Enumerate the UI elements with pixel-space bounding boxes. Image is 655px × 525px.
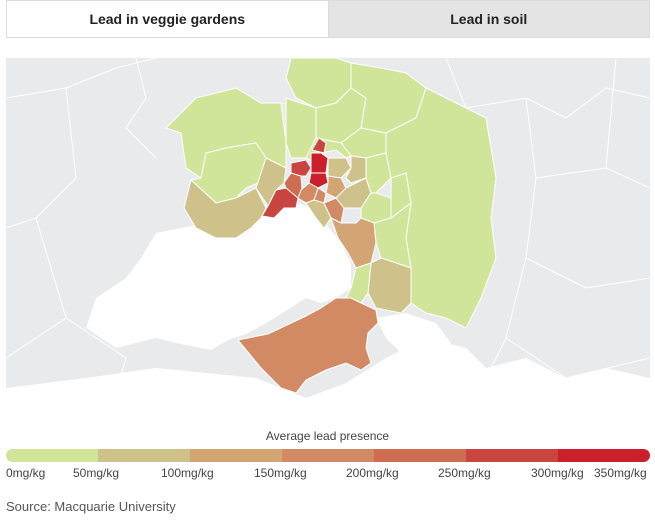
legend-segment-5 [374, 449, 466, 462]
region-inner-cbd[interactable] [308, 172, 329, 189]
map-svg [6, 58, 650, 426]
tab-veggie-gardens[interactable]: Lead in veggie gardens [7, 1, 329, 37]
legend-label-0: 0mg/kg [6, 466, 46, 480]
tab-bar: Lead in veggie gardens Lead in soil [6, 0, 650, 38]
legend-color-bar [6, 449, 650, 462]
region-bayside-orange[interactable] [330, 217, 377, 269]
legend-label-300: 300mg/kg [531, 466, 584, 480]
legend-label-350: 350mg/kg [594, 466, 647, 480]
region-frankston-tan[interactable] [367, 257, 412, 314]
legend-label-100: 100mg/kg [161, 466, 214, 480]
legend-segment-2 [98, 449, 190, 462]
legend-label-200: 200mg/kg [346, 466, 399, 480]
legend-title: Average lead presence [265, 429, 390, 443]
ocean-south [6, 338, 650, 426]
port-phillip-bay [86, 198, 351, 350]
legend-label-50: 50mg/kg [73, 466, 120, 480]
region-werribee[interactable] [183, 179, 267, 239]
region-inner-north-red[interactable] [311, 137, 327, 154]
legend-segment-3 [190, 449, 282, 462]
region-yarra-ranges[interactable] [385, 87, 497, 329]
legend-label-150: 150mg/kg [254, 466, 307, 480]
legend-segment-7 [558, 449, 650, 462]
legend-label-250: 250mg/kg [438, 466, 491, 480]
tab-soil[interactable]: Lead in soil [450, 11, 528, 27]
legend-segment-1 [6, 449, 98, 462]
legend-segment-6 [466, 449, 558, 462]
region-inner-south-orange[interactable] [323, 197, 345, 224]
region-mornington-peninsula[interactable] [237, 297, 379, 394]
region-west-red[interactable] [261, 187, 299, 219]
choropleth-map[interactable] [6, 58, 650, 426]
region-inner-red-2[interactable] [290, 159, 312, 177]
region-inner-3[interactable] [310, 152, 329, 174]
legend-segment-4 [282, 449, 374, 462]
western-port-bay [376, 313, 451, 363]
suburb-regions [165, 58, 497, 394]
source-note: Source: Macquarie University [6, 499, 176, 514]
